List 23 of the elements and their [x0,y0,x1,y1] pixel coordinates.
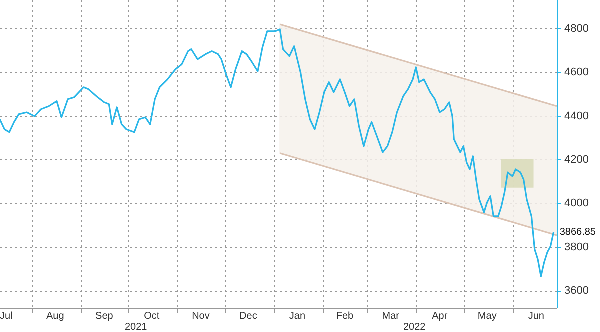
y-tick-label: 4800 [564,22,589,35]
y-tick-label: 4400 [564,110,589,122]
x-tick-label: Apr [432,311,448,322]
x-tick-label: Aug [46,311,64,322]
x-tick-label: May [478,311,497,322]
x-tick-label: Mar [382,311,400,322]
x-tick-label: Feb [336,311,354,322]
x-tick-label: Dec [240,311,258,322]
annotation: 3866.85 [560,227,596,238]
line-series [0,28,555,278]
text: 2022 [403,322,426,332]
y-tick-label: 3800 [564,241,589,254]
x-tick-label: Jun [528,311,544,322]
x-tick-label: Nov [192,311,210,322]
x-tick-label: Sep [96,311,114,322]
x-tick-label: Oct [144,311,160,322]
text: 2021 [124,322,148,332]
x-tick-label: Jul [0,311,13,322]
x-tick-label: Jan [289,311,306,322]
y-tick-label: 4000 [564,198,589,210]
y-tick-label: 4600 [564,66,589,79]
y-tick-label: 4200 [564,154,589,166]
y-tick-label: 3600 [564,285,589,298]
